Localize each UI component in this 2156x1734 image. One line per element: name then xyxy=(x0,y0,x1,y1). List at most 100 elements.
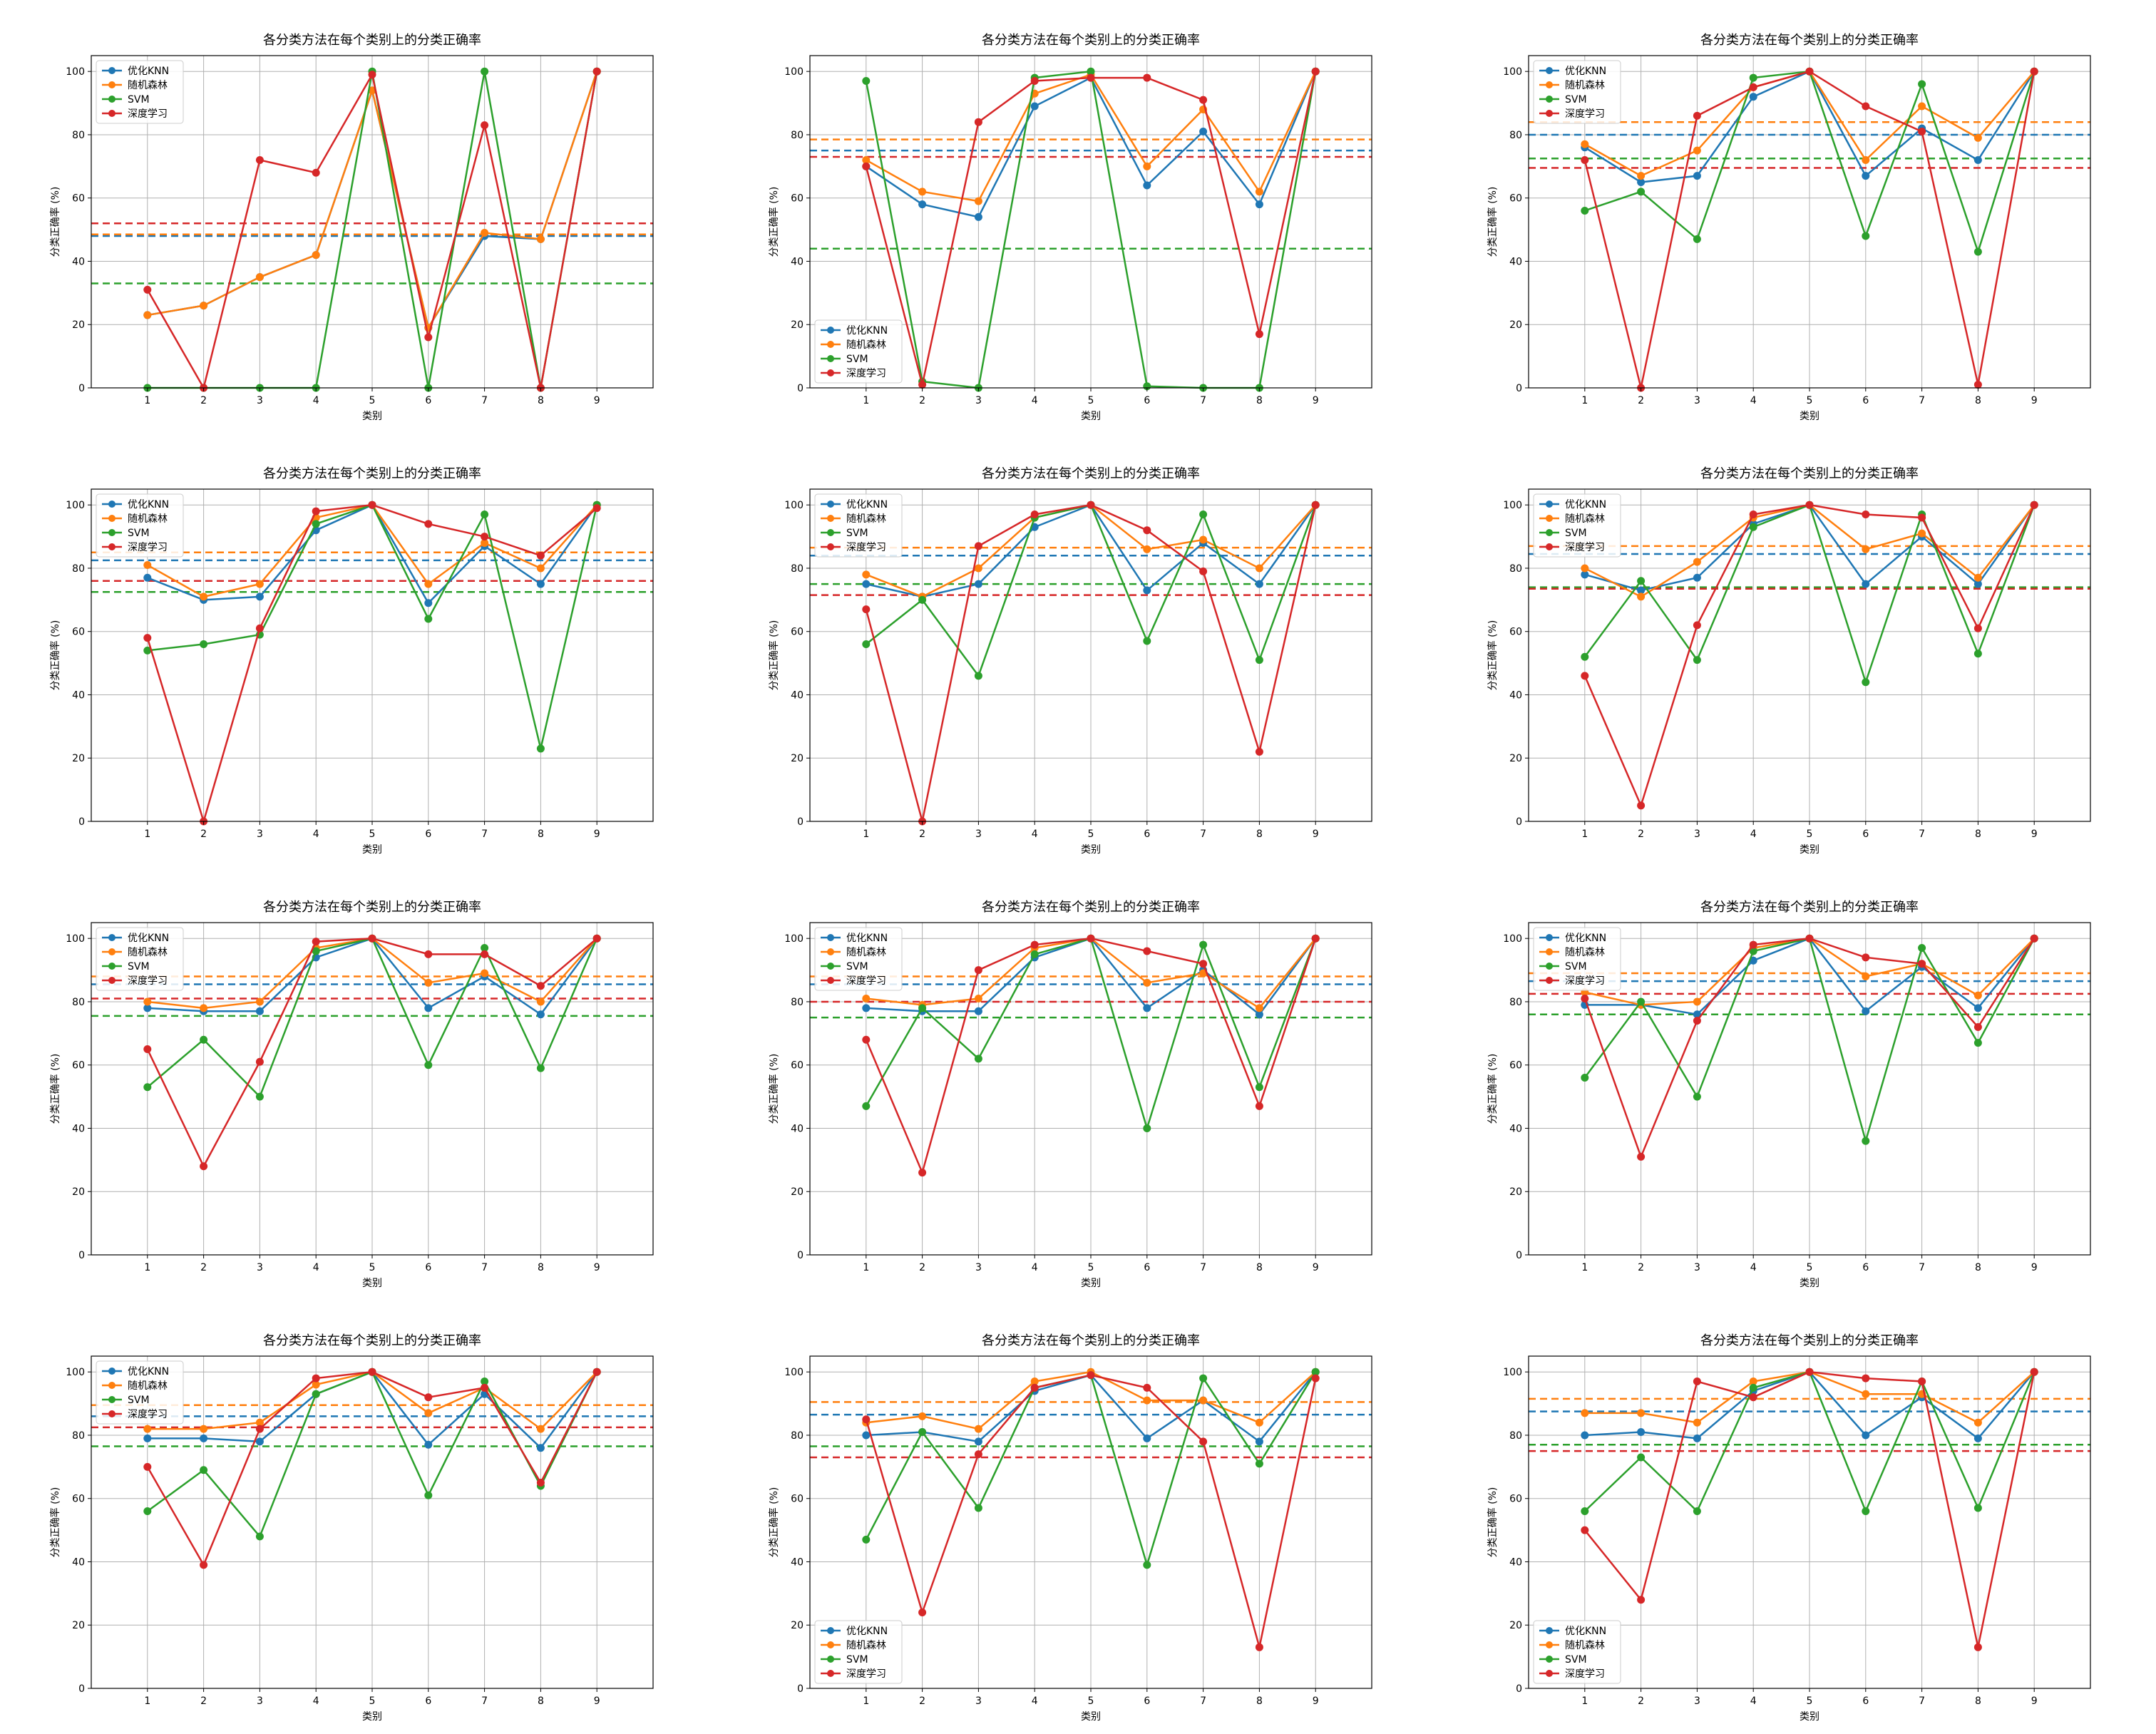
legend-box xyxy=(96,60,184,124)
data-point-SVM-6 xyxy=(1143,1561,1151,1569)
data-point-SVM-6 xyxy=(424,615,433,623)
y-axis-label: 分类正确率 (%) xyxy=(768,1487,780,1558)
x-tick-label: 4 xyxy=(313,828,319,840)
data-point-随机森林-3 xyxy=(255,580,264,588)
data-point-深度学习-8 xyxy=(1973,1643,1982,1651)
y-tick-label: 40 xyxy=(1509,256,1522,267)
data-point-深度学习-4 xyxy=(1030,940,1039,949)
data-point-优化KNN-8 xyxy=(536,580,545,588)
data-point-优化KNN-8 xyxy=(1255,200,1263,209)
y-tick-label: 40 xyxy=(791,256,804,267)
data-point-随机森林-8 xyxy=(1973,573,1982,582)
data-point-深度学习-5 xyxy=(1805,67,1814,76)
legend: 优化KNN 随机森林 SVM 深度学习 xyxy=(96,1360,184,1425)
x-tick-label: 4 xyxy=(1750,828,1757,840)
y-tick-label: 60 xyxy=(72,627,85,638)
x-tick-label: 9 xyxy=(2031,1695,2038,1707)
data-point-深度学习-8 xyxy=(536,982,545,990)
data-point-SVM-4 xyxy=(312,1390,320,1398)
data-point-优化KNN-3 xyxy=(255,592,264,601)
x-tick-label: 8 xyxy=(1256,828,1263,840)
y-tick-label: 40 xyxy=(72,1123,85,1134)
data-point-SVM-8 xyxy=(1973,247,1982,256)
legend-label: 深度学习 xyxy=(1565,542,1605,553)
data-point-随机森林-3 xyxy=(1693,1418,1701,1427)
data-point-深度学习-9 xyxy=(1311,67,1320,76)
legend-swatch-marker xyxy=(1546,1670,1553,1677)
x-tick-label: 7 xyxy=(1200,1262,1206,1273)
x-tick-label: 4 xyxy=(313,395,319,406)
y-tick-label: 60 xyxy=(1509,1494,1522,1505)
data-point-深度学习-6 xyxy=(424,520,433,528)
x-tick-label: 5 xyxy=(1807,395,1813,406)
legend-label: 优化KNN xyxy=(846,1626,888,1637)
x-tick-label: 3 xyxy=(1694,828,1700,840)
data-point-SVM-2 xyxy=(1637,188,1646,196)
y-tick-label: 60 xyxy=(72,193,85,205)
x-tick-label: 2 xyxy=(1638,1695,1644,1707)
chart-title: 各分类方法在每个类别上的分类正确率 xyxy=(263,1333,481,1348)
x-tick-label: 9 xyxy=(2031,828,2038,840)
legend-box xyxy=(1533,1620,1621,1684)
legend-swatch-marker xyxy=(1546,934,1553,941)
y-axis-label: 分类正确率 (%) xyxy=(1487,1054,1499,1124)
y-tick-label: 60 xyxy=(1509,627,1522,638)
data-point-随机森林-1 xyxy=(1581,1409,1589,1417)
legend: 优化KNN 随机森林 SVM 深度学习 xyxy=(1533,927,1621,991)
y-tick-label: 20 xyxy=(72,1186,85,1198)
legend: 优化KNN 随机森林 SVM 深度学习 xyxy=(814,927,903,991)
y-tick-label: 40 xyxy=(791,1556,804,1568)
data-point-深度学习-1 xyxy=(862,605,871,614)
x-tick-label: 1 xyxy=(863,1262,869,1273)
y-tick-label: 0 xyxy=(1516,816,1522,828)
data-point-深度学习-6 xyxy=(1862,102,1870,111)
legend-box xyxy=(96,493,184,558)
legend: 优化KNN 随机森林 SVM 深度学习 xyxy=(814,1620,903,1684)
data-point-随机森林-5 xyxy=(368,86,376,95)
x-tick-label: 5 xyxy=(1088,828,1094,840)
data-point-深度学习-1 xyxy=(1581,995,1589,1003)
data-point-SVM-7 xyxy=(1199,1374,1208,1382)
data-point-优化KNN-3 xyxy=(1693,1434,1701,1442)
legend-label: 优化KNN xyxy=(846,499,888,511)
data-point-优化KNN-3 xyxy=(255,1437,264,1446)
data-point-深度学习-6 xyxy=(1862,1374,1870,1382)
data-point-深度学习-5 xyxy=(1805,501,1814,509)
data-point-深度学习-5 xyxy=(1087,934,1095,943)
x-tick-label: 8 xyxy=(538,395,544,406)
y-tick-label: 0 xyxy=(1516,1250,1522,1261)
data-point-深度学习-6 xyxy=(424,950,433,958)
data-point-优化KNN-1 xyxy=(143,1434,152,1442)
legend-swatch-marker xyxy=(1546,1656,1553,1663)
legend: 优化KNN 随机森林 SVM 深度学习 xyxy=(1533,493,1621,558)
x-tick-label: 1 xyxy=(144,395,150,406)
legend-swatch-marker xyxy=(1546,1627,1553,1634)
chart-title: 各分类方法在每个类别上的分类正确率 xyxy=(1700,900,1919,915)
y-axis-label: 分类正确率 (%) xyxy=(768,1054,780,1124)
y-tick-label: 100 xyxy=(1503,933,1522,945)
data-point-深度学习-4 xyxy=(1030,1383,1039,1392)
data-point-随机森林-7 xyxy=(1918,102,1926,111)
x-tick-label: 3 xyxy=(1694,395,1700,406)
data-point-SVM-3 xyxy=(1693,1092,1701,1101)
data-point-随机森林-3 xyxy=(974,564,982,573)
chart-panel-5: 各分类方法在每个类别上的分类正确率 1 2 3 4 5 6 7 8 9 0 20 40 60 80 100 类别… xyxy=(768,466,1372,856)
data-point-SVM-2 xyxy=(200,640,208,648)
data-point-优化KNN-3 xyxy=(1693,172,1701,180)
data-point-随机森林-2 xyxy=(200,1004,208,1012)
data-point-优化KNN-8 xyxy=(1973,1434,1982,1442)
legend-label: SVM xyxy=(846,354,868,365)
data-point-优化KNN-8 xyxy=(1973,1004,1982,1012)
chart-panel-2: 各分类方法在每个类别上的分类正确率 1 2 3 4 5 6 7 8 9 0 20 40 60 80 100 类别… xyxy=(768,33,1372,422)
x-tick-label: 8 xyxy=(538,1262,544,1273)
data-point-优化KNN-2 xyxy=(1637,1428,1646,1437)
data-point-优化KNN-8 xyxy=(1973,155,1982,164)
x-tick-label: 8 xyxy=(538,1695,544,1707)
data-point-优化KNN-6 xyxy=(1862,172,1870,180)
x-tick-label: 1 xyxy=(863,828,869,840)
x-tick-label: 8 xyxy=(1256,395,1263,406)
data-point-随机森林-6 xyxy=(1862,972,1870,980)
legend-box xyxy=(1533,60,1621,124)
x-tick-label: 5 xyxy=(1807,828,1813,840)
legend-swatch-marker xyxy=(108,529,115,536)
